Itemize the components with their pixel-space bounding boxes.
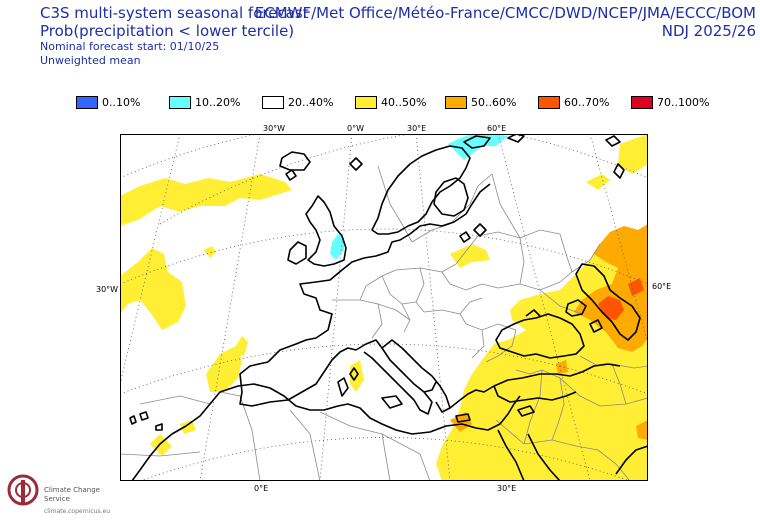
legend-swatch — [169, 95, 191, 109]
forecast-period: NDJ 2025/26 — [661, 22, 756, 40]
coastlines — [129, 134, 648, 481]
weighting-note: Unweighted mean — [40, 54, 141, 67]
probability-map — [120, 134, 648, 481]
country-borders — [120, 165, 648, 481]
lon-label-60e-top: 60°E — [487, 124, 507, 133]
logo-service-name: Climate Change Service — [44, 486, 100, 503]
graticule — [120, 134, 648, 481]
legend-swatch — [631, 95, 653, 109]
legend-label: 20..40% — [288, 95, 334, 109]
map-frame — [120, 134, 648, 481]
legend-item-50-60: 50..60% — [445, 94, 516, 110]
systems-block: ECMWF/Met Office/Météo-France/CMCC/DWD/N… — [255, 4, 756, 40]
title-block: C3S multi-system seasonal forecast Prob(… — [40, 4, 309, 68]
legend-label: 70..100% — [657, 95, 710, 109]
legend-label: 0..10% — [102, 95, 141, 109]
legend-item-40-50: 40..50% — [355, 94, 426, 110]
legend-swatch — [355, 95, 377, 109]
legend-item-10-20: 10..20% — [169, 94, 240, 110]
legend-swatch — [262, 95, 284, 109]
legend-label: 60..70% — [564, 95, 610, 109]
legend-label: 50..60% — [471, 95, 517, 109]
legend-swatch — [538, 95, 560, 109]
legend-label: 10..20% — [195, 95, 241, 109]
legend-label: 40..50% — [381, 95, 427, 109]
lat-label-right: 60°E — [652, 282, 672, 291]
title-line-2: Prob(precipitation < lower tercile) — [40, 22, 295, 40]
systems-list: ECMWF/Met Office/Météo-France/CMCC/DWD/N… — [254, 4, 756, 22]
lat-label-left: 30°W — [96, 285, 119, 294]
legend-item-60-70: 60..70% — [538, 94, 609, 110]
copernicus-logo: Climate Change Service climate.copernicu… — [6, 472, 136, 518]
legend-item-0-10: 0..10% — [76, 94, 140, 110]
lon-label-30e-top: 30°E — [407, 124, 427, 133]
lon-label-0-top: 0°W — [347, 124, 364, 133]
logo-url[interactable]: climate.copernicus.eu — [44, 508, 111, 515]
forecast-start: Nominal forecast start: 01/10/25 — [40, 40, 220, 53]
lon-label-0-bottom: 0°E — [254, 484, 269, 493]
legend: 0..10% 10..20% 20..40% 40..50% 50..60% 6… — [0, 94, 760, 110]
legend-swatch — [445, 95, 467, 109]
title-line-1: C3S multi-system seasonal forecast — [40, 4, 309, 22]
legend-item-20-40: 20..40% — [262, 94, 333, 110]
legend-swatch — [76, 95, 98, 109]
lon-label-30w-top: 30°W — [263, 124, 286, 133]
lon-label-30e-bottom: 30°E — [497, 484, 517, 493]
copernicus-emblem-icon — [7, 474, 39, 506]
legend-item-70-100: 70..100% — [631, 94, 709, 110]
